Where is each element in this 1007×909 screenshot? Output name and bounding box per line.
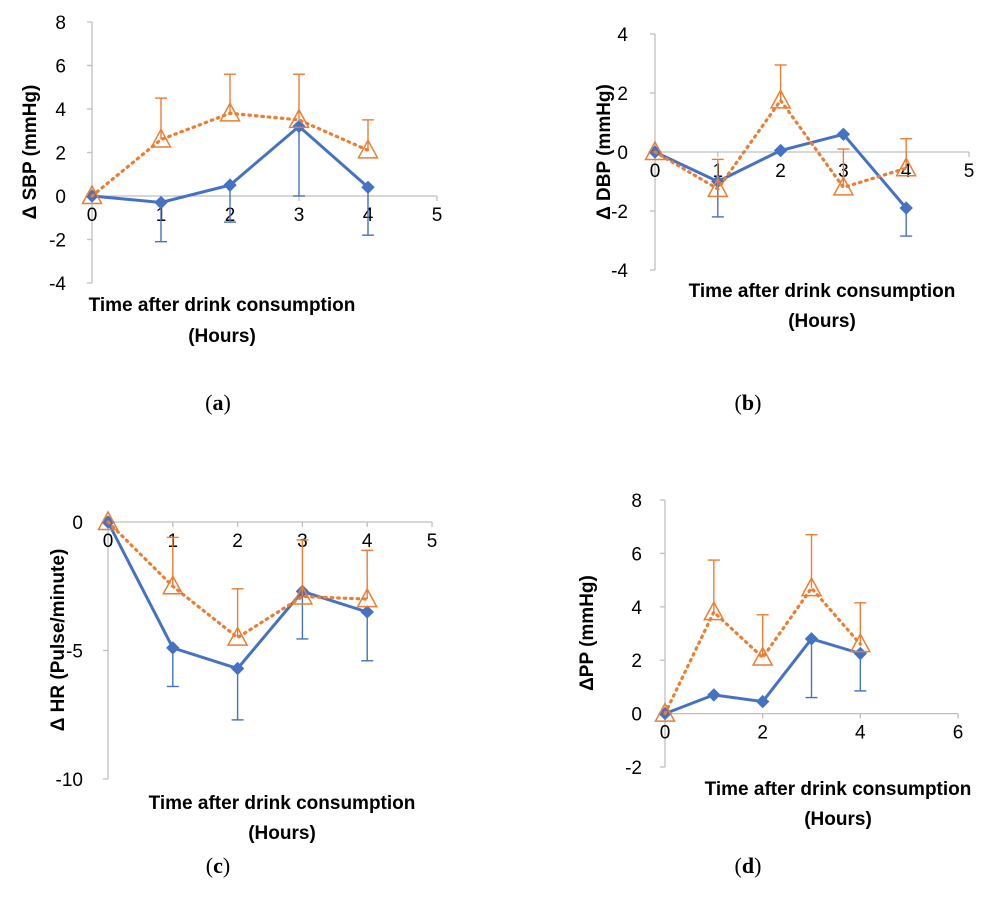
data-point xyxy=(166,641,180,655)
x-axis-label-line2: (Hours) xyxy=(804,809,872,830)
x-tick-label: 5 xyxy=(964,161,975,182)
chart-panel-a: -4-202468012345Δ SBP (mmHg)Time after dr… xyxy=(20,13,442,415)
panel-label: (b) xyxy=(735,390,762,415)
x-tick-label: 2 xyxy=(775,161,786,182)
y-tick-label: 2 xyxy=(55,144,66,165)
data-point xyxy=(97,510,119,531)
y-tick-label: 8 xyxy=(55,13,66,34)
data-point xyxy=(707,688,721,702)
y-axis-label: ΔPP (mmHg) xyxy=(577,575,598,691)
data-point xyxy=(654,702,676,722)
chart-panel-c: -10-50012345Δ HR (Pulse/minute)Time afte… xyxy=(48,510,438,878)
panel-label: (a) xyxy=(205,390,231,415)
y-tick-label: -2 xyxy=(625,758,642,779)
y-axis-label: Δ HR (Pulse/minute) xyxy=(48,549,69,732)
data-point xyxy=(895,156,917,177)
y-tick-label: 6 xyxy=(55,57,66,78)
panel-label: (d) xyxy=(735,853,762,878)
data-point xyxy=(707,177,729,198)
data-point xyxy=(223,178,237,192)
x-tick-label: 0 xyxy=(660,723,671,744)
x-tick-label: 2 xyxy=(757,723,768,744)
chart-panel-d: -2 0 2 4 6 8 0 2 4 6 ΔPP (mmHg) Time after drink co… xyxy=(577,491,971,878)
data-point xyxy=(773,143,788,158)
data-point xyxy=(800,576,823,597)
data-point xyxy=(899,201,913,215)
data-point xyxy=(150,127,172,148)
series-line xyxy=(653,97,908,192)
y-tick-label: 2 xyxy=(617,84,628,105)
data-point xyxy=(291,584,314,605)
data-point xyxy=(81,184,103,205)
y-tick-label: -4 xyxy=(49,274,66,295)
y-tick-label: 0 xyxy=(617,143,628,164)
y-tick-label: 8 xyxy=(631,491,642,512)
y-tick-label: -5 xyxy=(66,642,83,663)
y-tick-label: 0 xyxy=(72,513,83,534)
y-tick-label: 4 xyxy=(631,598,642,619)
series-line xyxy=(90,111,370,198)
x-tick-label: 4 xyxy=(901,161,912,182)
y-tick-label: 0 xyxy=(55,187,66,208)
y-tick-label: 6 xyxy=(631,544,642,565)
data-point xyxy=(154,195,168,210)
data-point xyxy=(853,646,868,661)
data-point xyxy=(755,694,770,709)
y-tick-label: 4 xyxy=(55,100,66,121)
y-axis-label: Δ SBP (mmHg) xyxy=(20,85,41,220)
y-tick-label: -4 xyxy=(611,261,628,282)
x-tick-label: 3 xyxy=(294,205,305,226)
data-point xyxy=(219,101,241,122)
data-point xyxy=(836,127,851,142)
x-tick-label: 4 xyxy=(855,723,866,744)
data-point xyxy=(832,175,855,196)
x-axis-label-line2: (Hours) xyxy=(188,326,256,347)
x-tick-label: 4 xyxy=(362,531,373,552)
data-point xyxy=(361,180,375,195)
x-axis-label: Time after drink consumption xyxy=(705,779,972,800)
y-tick-label: 2 xyxy=(631,651,642,672)
panel-label: (c) xyxy=(206,853,230,878)
series-line xyxy=(106,520,369,640)
data-point xyxy=(230,661,245,676)
y-tick-label: -2 xyxy=(611,202,628,223)
x-tick-label: 2 xyxy=(232,531,243,552)
y-tick-label: 0 xyxy=(631,705,642,726)
data-point xyxy=(356,587,378,608)
x-tick-label: 6 xyxy=(953,723,964,744)
series-line xyxy=(663,585,862,716)
x-axis-label: Time after drink consumption xyxy=(149,793,416,814)
x-axis-label: Time after drink consumption xyxy=(689,281,956,302)
data-point xyxy=(849,632,872,653)
data-point xyxy=(751,645,774,666)
data-point xyxy=(769,88,792,109)
data-point xyxy=(804,632,819,646)
x-axis-label-line2: (Hours) xyxy=(788,311,856,332)
data-point xyxy=(226,626,249,646)
y-tick-label: -10 xyxy=(56,770,83,791)
x-tick-label: 0 xyxy=(103,531,114,552)
x-tick-label: 5 xyxy=(427,531,438,552)
data-point xyxy=(292,119,306,134)
x-axis-label: Time after drink consumption xyxy=(89,295,356,316)
y-tick-label: -2 xyxy=(49,231,66,252)
data-point xyxy=(162,574,184,595)
data-point xyxy=(288,108,310,129)
x-tick-label: 0 xyxy=(87,205,98,226)
chart-panel-b: -4-2024012345Δ DBP (mmHg)Time after drin… xyxy=(594,25,974,415)
data-point xyxy=(357,138,379,159)
data-point xyxy=(703,600,725,621)
x-tick-label: 0 xyxy=(650,161,661,182)
x-tick-label: 5 xyxy=(432,205,443,226)
data-point xyxy=(644,140,666,161)
y-tick-label: 4 xyxy=(617,25,628,46)
y-axis-label: Δ DBP (mmHg) xyxy=(594,84,615,220)
data-point xyxy=(360,605,374,619)
x-axis-label-line2: (Hours) xyxy=(248,823,316,844)
